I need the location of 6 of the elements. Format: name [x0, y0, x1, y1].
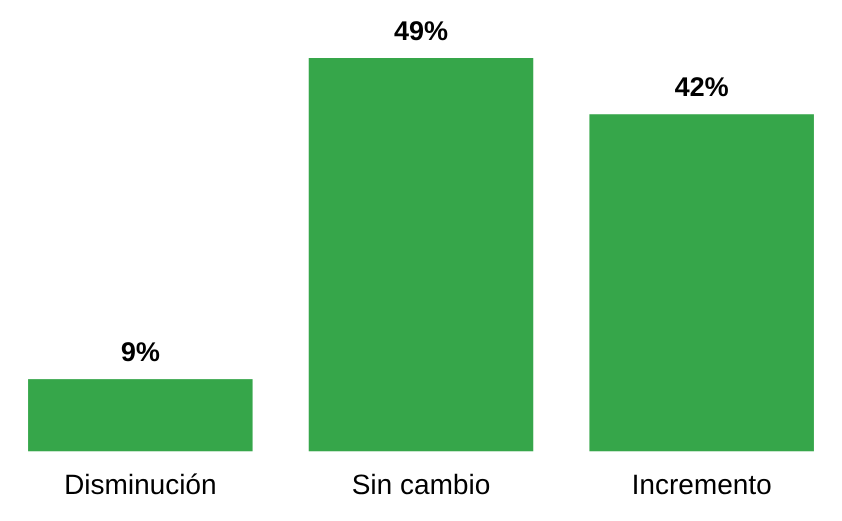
data-label: 49% — [394, 16, 448, 46]
data-label: 9% — [120, 337, 160, 368]
x-tick-label: Incremento — [632, 468, 772, 500]
x-tick-label: Sin cambio — [352, 468, 490, 500]
data-label: 42% — [674, 72, 729, 102]
x-tick-label: Disminución — [64, 468, 217, 500]
